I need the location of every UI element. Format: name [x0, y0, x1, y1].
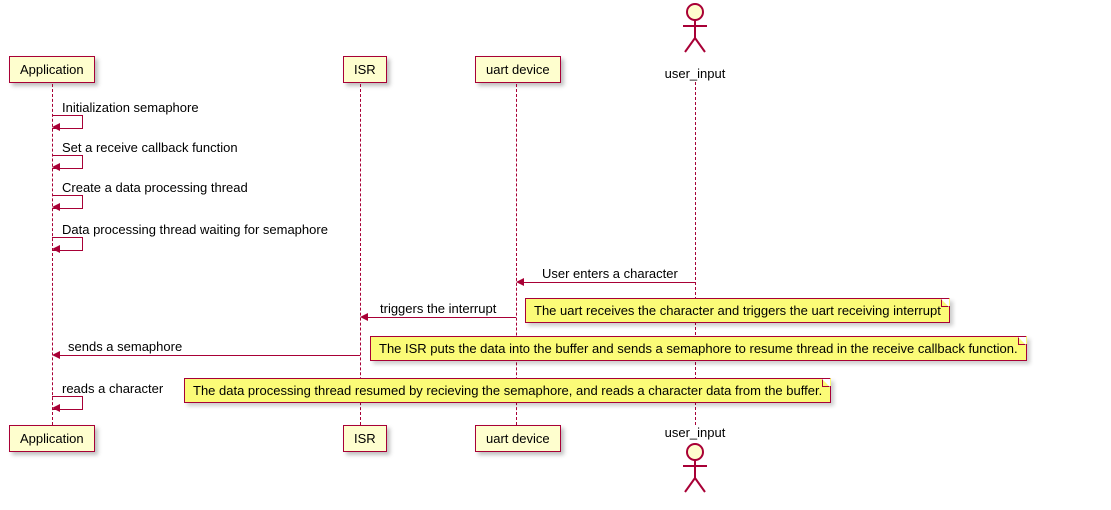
note-uart-receives-text: The uart receives the character and trig… [534, 303, 941, 318]
participant-isr-bottom: ISR [343, 425, 387, 452]
arrow-m6 [362, 317, 516, 318]
participant-application-top: Application [9, 56, 95, 83]
note-thread-resumed: The data processing thread resumed by re… [184, 378, 831, 403]
msg-create-thread: Create a data processing thread [62, 180, 248, 195]
actor-user-label-bottom: user_input [660, 425, 730, 440]
arrow-head-m4 [52, 245, 60, 253]
participant-uart-top: uart device [475, 56, 561, 83]
lifeline-isr [360, 84, 361, 425]
arrow-head-m8 [52, 404, 60, 412]
arrow-head-m3 [52, 203, 60, 211]
note-isr-puts-data-text: The ISR puts the data into the buffer an… [379, 341, 1018, 356]
msg-init-semaphore: Initialization semaphore [62, 100, 199, 115]
actor-user-bottom [679, 442, 711, 494]
arrow-head-m5 [516, 278, 524, 286]
note-isr-puts-data: The ISR puts the data into the buffer an… [370, 336, 1027, 361]
msg-user-enters: User enters a character [542, 266, 678, 281]
lifeline-user [695, 82, 696, 425]
msg-thread-wait: Data processing thread waiting for semap… [62, 222, 328, 237]
arrow-m7 [54, 355, 360, 356]
participant-application-bottom: Application [9, 425, 95, 452]
lifeline-application [52, 84, 53, 425]
msg-sends-semaphore: sends a semaphore [68, 339, 182, 354]
participant-isr-top: ISR [343, 56, 387, 83]
msg-triggers-interrupt: triggers the interrupt [380, 301, 496, 316]
msg-reads-character: reads a character [62, 381, 163, 396]
arrow-head-m1 [52, 123, 60, 131]
note-uart-receives: The uart receives the character and trig… [525, 298, 950, 323]
arrow-head-m2 [52, 163, 60, 171]
note-thread-resumed-text: The data processing thread resumed by re… [193, 383, 822, 398]
lifeline-uart [516, 84, 517, 425]
participant-uart-bottom: uart device [475, 425, 561, 452]
arrow-head-m7 [52, 351, 60, 359]
msg-set-callback: Set a receive callback function [62, 140, 238, 155]
arrow-head-m6 [360, 313, 368, 321]
arrow-m5 [518, 282, 695, 283]
actor-user-label-top: user_input [660, 66, 730, 81]
actor-user-top [679, 2, 711, 54]
